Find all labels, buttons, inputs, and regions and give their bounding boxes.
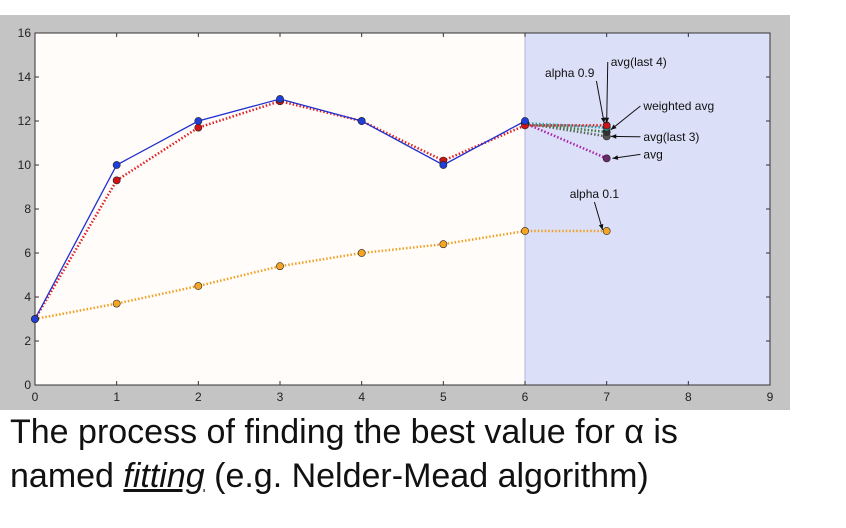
data-point-alpha-01 (276, 262, 284, 271)
x-tick-label: 3 (277, 390, 284, 404)
data-point-alpha-09 (194, 123, 203, 132)
annotation-label: avg(last 4) (611, 55, 667, 69)
y-tick-label: 6 (24, 246, 31, 260)
data-point-actual (521, 117, 529, 125)
series-line-avg (524, 122, 608, 160)
data-point-alpha-01 (602, 227, 611, 235)
caption-line-2: named fitting (e.g. Nelder-Mead algorith… (10, 454, 649, 498)
data-point-actual (357, 117, 366, 125)
x-tick-label: 5 (440, 390, 447, 404)
x-tick-label: 4 (358, 390, 365, 404)
data-point-avg (602, 154, 611, 163)
x-tick-label: 7 (603, 390, 610, 404)
annotation-arrow (595, 80, 605, 124)
annotation-arrowhead (612, 155, 619, 160)
data-point-alpha-01 (357, 249, 366, 257)
series-line-alpha-01 (34, 229, 607, 321)
annotation-label: weighted avg (642, 99, 714, 113)
annotation-label: alpha 0.1 (570, 187, 620, 201)
annotation-arrowhead (598, 223, 604, 230)
chart: 0 1 2 3 4 5 6 7 8 9 0 2 4 6 8 10 12 14 16 avg(last 4) alpha … (0, 15, 790, 410)
y-tick-label: 2 (24, 334, 31, 348)
y-tick-label: 14 (18, 70, 32, 84)
data-point-alpha-01 (439, 240, 448, 249)
y-tick-label: 0 (24, 378, 31, 392)
data-point-alpha-09 (112, 176, 121, 185)
x-tick-label: 0 (32, 390, 39, 404)
annotation-arrow (610, 105, 641, 131)
data-point-actual (31, 315, 39, 323)
x-tick-label: 2 (195, 390, 202, 404)
annotation-label: avg (643, 147, 662, 161)
data-point-alpha-01 (112, 299, 121, 308)
x-tick-label: 6 (522, 390, 529, 404)
data-point-actual (194, 117, 203, 125)
data-point-alpha-01 (521, 227, 529, 235)
forecast-region (525, 33, 770, 385)
data-point-actual (439, 161, 448, 169)
series-line-alpha-09 (33, 99, 607, 320)
y-tick-label: 8 (24, 202, 31, 216)
caption-line-2-suffix: (e.g. Nelder-Mead algorithm) (204, 457, 649, 495)
y-tick-label: 12 (18, 114, 32, 128)
annotation-label: avg(last 3) (643, 130, 699, 144)
y-tick-label: 16 (18, 26, 32, 40)
caption-line-1-text: The process of finding the best value fo… (10, 413, 678, 451)
annotation-arrowhead (610, 124, 617, 130)
annotation-arrowhead (600, 117, 606, 124)
y-tick-label: 4 (24, 290, 31, 304)
x-tick-label: 8 (685, 390, 692, 404)
annotation-arrowhead (610, 134, 617, 139)
x-tick-label: 1 (113, 390, 120, 404)
data-point-actual (112, 161, 121, 169)
annotation-arrowhead (604, 117, 610, 124)
caption-line-1: The process of finding the best value fo… (10, 410, 678, 454)
caption-line-2-prefix: named (10, 457, 124, 495)
y-tick-label: 10 (18, 158, 32, 172)
annotation-label: alpha 0.9 (545, 66, 595, 80)
caption-fitting-term: fitting (123, 457, 205, 495)
data-point-alpha-01 (194, 282, 203, 290)
annotation-arrow (606, 61, 609, 124)
x-tick-label: 9 (767, 390, 774, 404)
data-point-actual (276, 95, 284, 103)
